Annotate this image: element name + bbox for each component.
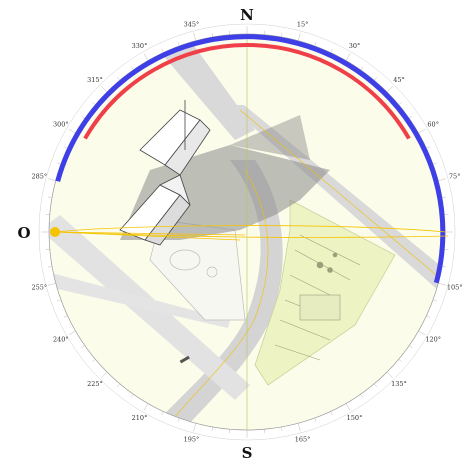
- degree-label: 255°: [31, 284, 47, 292]
- tick-mark: [314, 42, 317, 47]
- tick-mark: [386, 371, 393, 378]
- road-markings: [154, 109, 445, 430]
- tick-mark: [101, 86, 108, 93]
- tick-mark: [63, 315, 68, 318]
- tick-mark: [48, 196, 53, 198]
- spire-shadow: [230, 115, 310, 160]
- tick-mark: [432, 299, 437, 302]
- tick-mark: [398, 359, 402, 363]
- degree-label: 60°: [427, 121, 439, 129]
- sun-rays: [54, 225, 449, 241]
- tick-mark: [281, 426, 283, 431]
- tick-mark: [345, 403, 351, 411]
- degree-label: 285°: [31, 172, 47, 180]
- tick-mark: [298, 32, 301, 41]
- tick-mark: [409, 115, 413, 119]
- tick-mark: [432, 162, 437, 165]
- sun-arc-outer: [55, 34, 446, 284]
- tick-mark: [68, 128, 76, 134]
- tick-mark: [193, 32, 196, 41]
- degree-label: 150°: [347, 414, 363, 422]
- building: [119, 100, 211, 246]
- road-east: [228, 105, 445, 305]
- cardinal-west: O: [17, 224, 30, 242]
- tick-mark: [130, 66, 134, 70]
- degree-label: 45°: [393, 76, 405, 84]
- vehicle: [179, 355, 190, 364]
- tick-mark: [63, 146, 68, 149]
- road-north: [150, 40, 255, 140]
- tick-mark: [193, 423, 196, 432]
- degree-label: 315°: [87, 76, 103, 84]
- compass-ticks: [41, 26, 453, 438]
- tick-mark: [81, 345, 85, 349]
- tick-mark: [116, 77, 120, 81]
- tick-mark: [211, 426, 213, 431]
- tick-mark: [47, 283, 56, 286]
- tick-mark: [130, 394, 134, 398]
- tick-mark: [330, 411, 333, 416]
- tick-mark: [418, 128, 426, 134]
- tick-mark: [426, 315, 431, 318]
- tick-mark: [441, 196, 446, 198]
- degree-label: 165°: [295, 436, 311, 444]
- tick-mark: [57, 162, 62, 165]
- tick-mark: [68, 330, 76, 336]
- cardinal-south: S: [242, 444, 253, 462]
- degree-label: 15°: [297, 20, 309, 28]
- tick-mark: [438, 283, 447, 286]
- degree-label: 195°: [184, 436, 200, 444]
- sun-icon: [50, 227, 60, 237]
- tick-mark: [143, 403, 149, 411]
- tick-mark: [92, 101, 96, 105]
- tick-mark: [101, 371, 108, 378]
- cardinal-north: N: [240, 6, 254, 24]
- tick-mark: [298, 423, 301, 432]
- tick-mark: [418, 330, 426, 336]
- tick-mark: [48, 266, 53, 268]
- degree-label: 75°: [449, 172, 461, 180]
- tick-mark: [345, 53, 351, 61]
- tick-mark: [161, 48, 164, 53]
- tick-mark: [330, 48, 333, 53]
- sun-arc-inner: [83, 43, 411, 140]
- degree-label: 105°: [447, 284, 463, 292]
- tick-mark: [143, 53, 149, 61]
- tick-mark: [57, 299, 62, 302]
- road-southwest: [49, 270, 230, 328]
- degree-labels: 15° 30° 45° 60° 75° 105° 120° 135° 150° 165° 195° 2…: [31, 20, 462, 443]
- tick-mark: [426, 146, 431, 149]
- degree-label: 120°: [425, 336, 441, 344]
- tick-mark: [177, 417, 180, 422]
- degree-label: 345°: [184, 20, 200, 28]
- degree-label: 30°: [349, 42, 361, 50]
- park-paths: [274, 234, 361, 361]
- tick-mark: [211, 33, 213, 38]
- tick-mark: [116, 383, 120, 387]
- tick-mark: [92, 359, 96, 363]
- tick-mark: [360, 66, 364, 70]
- tick-mark: [374, 77, 378, 81]
- tick-mark: [438, 178, 447, 181]
- tick-mark: [314, 417, 317, 422]
- degree-label: 135°: [391, 380, 407, 388]
- degree-label: 330°: [132, 42, 148, 50]
- tick-mark: [441, 266, 446, 268]
- tick-mark: [161, 411, 164, 416]
- tick-mark: [409, 345, 413, 349]
- tick-mark: [360, 394, 364, 398]
- tick-mark: [398, 101, 402, 105]
- degree-label: 240°: [53, 336, 69, 344]
- degree-label: 300°: [53, 121, 69, 129]
- tick-mark: [374, 383, 378, 387]
- tick-mark: [81, 115, 85, 119]
- tick-mark: [177, 42, 180, 47]
- tick-mark: [386, 86, 393, 93]
- compass-ring-outer: [38, 23, 456, 441]
- tick-mark: [47, 178, 56, 181]
- degree-label: 210°: [132, 414, 148, 422]
- degree-label: 225°: [87, 380, 103, 388]
- tick-mark: [281, 33, 283, 38]
